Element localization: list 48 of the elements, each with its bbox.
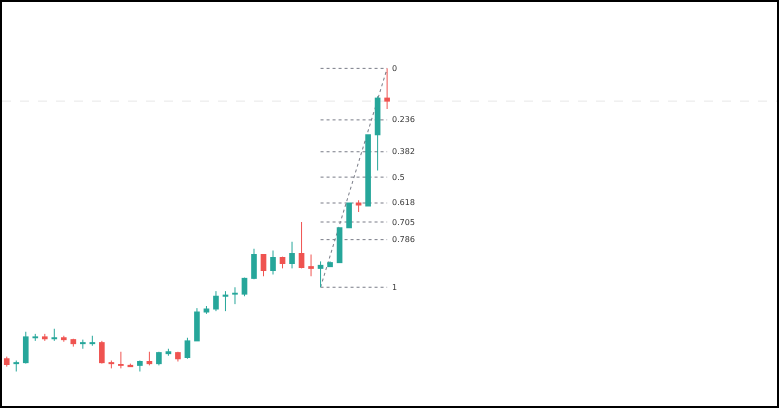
- text: 0.786: [392, 235, 415, 244]
- candlestick: [298, 222, 304, 269]
- candlestick: [42, 333, 48, 342]
- text: 0.705: [392, 218, 415, 227]
- candlestick: [70, 338, 76, 348]
- candlestick: [99, 340, 105, 364]
- candlestick: [137, 360, 143, 372]
- candlestick: [108, 360, 114, 369]
- candlestick: [184, 337, 190, 360]
- candlestick: [336, 227, 342, 264]
- candlestick: [318, 260, 324, 288]
- candlestick: [251, 248, 257, 280]
- candlestick: [365, 134, 371, 206]
- candlestick: [175, 351, 181, 362]
- candlestick: [80, 339, 86, 350]
- candlestick: [194, 308, 200, 342]
- candlestick: [156, 351, 162, 366]
- candlestick: [260, 254, 266, 277]
- candlestick: [384, 68, 390, 110]
- candlestick: [280, 256, 286, 269]
- candlestick: [346, 202, 352, 228]
- candlestick: [60, 335, 67, 342]
- candlestick: [222, 290, 228, 312]
- candlestick: [118, 351, 124, 369]
- candlestick: [13, 360, 20, 372]
- candlestick: [232, 286, 238, 305]
- candlestick: [308, 254, 314, 277]
- candlestick: [51, 328, 58, 342]
- candlestick: [270, 250, 276, 275]
- text: 0.236: [392, 115, 415, 124]
- text: 0.618: [392, 198, 415, 207]
- candlestick: [242, 277, 248, 297]
- text: 1: [392, 283, 398, 292]
- candlestick: [4, 356, 10, 368]
- candlestick: [374, 96, 380, 172]
- candlestick: [204, 305, 210, 314]
- text: 0.5: [392, 173, 405, 182]
- candlestick: [90, 335, 96, 346]
- text: 0.382: [392, 147, 415, 156]
- candlestick: [146, 351, 152, 366]
- candlestick: [213, 290, 219, 312]
- candlestick: [356, 200, 362, 213]
- candlestick: [327, 260, 333, 268]
- candlestick: [289, 241, 295, 269]
- text: 0: [392, 64, 398, 73]
- candlestick: [166, 348, 172, 356]
- candlestick: [32, 333, 38, 342]
- candlestick: [22, 331, 29, 364]
